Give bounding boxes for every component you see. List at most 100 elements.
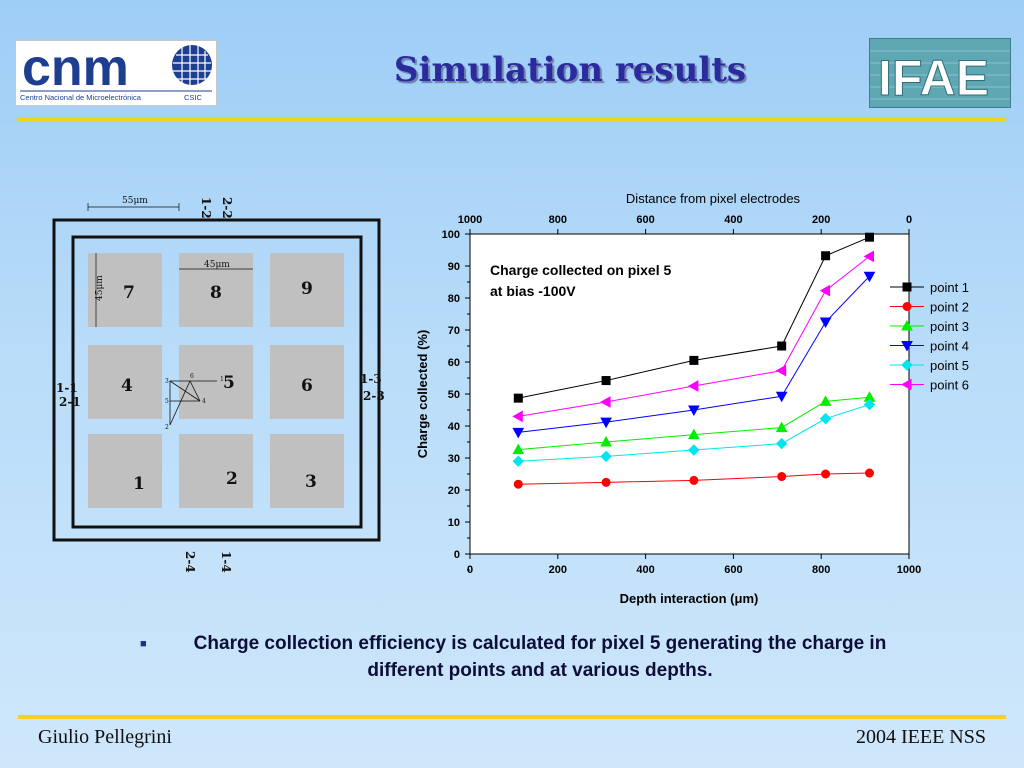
series-line: [518, 236, 870, 399]
legend-marker: [902, 302, 912, 311]
point-label: 2: [165, 424, 169, 431]
legend-entry: point 5: [890, 358, 969, 373]
data-point: [512, 427, 525, 439]
data-point: [688, 444, 700, 456]
data-point: [512, 410, 523, 423]
legend-entry: point 2: [890, 300, 969, 315]
y-tick-label: 60: [448, 357, 460, 369]
pixel-number: 9: [301, 279, 313, 299]
chart-annotation: Charge collected on pixel 5 at bias -100V: [490, 262, 671, 299]
top-tick-label: 200: [812, 214, 830, 226]
x-tick-label: 400: [636, 564, 654, 576]
data-point: [775, 421, 788, 433]
data-point: [513, 479, 523, 489]
y-tick-label: 40: [448, 421, 460, 433]
data-point: [688, 428, 700, 440]
pixel-6: [270, 345, 344, 419]
pixel-number: 3: [305, 472, 317, 492]
point-label: 6: [190, 373, 194, 380]
header-divider: [18, 117, 1006, 121]
data-point: [777, 341, 787, 351]
section-label: 1-2: [199, 197, 213, 219]
legend-label: point 2: [930, 300, 969, 315]
section-label: 1-4: [219, 551, 233, 573]
x-tick-label: 1000: [897, 564, 921, 576]
x-tick-label: 600: [724, 564, 742, 576]
cnm-csic: CSIC: [184, 93, 203, 102]
pixel-number: 5: [223, 373, 235, 393]
pixel-number: 6: [301, 376, 313, 396]
bullet-text: Charge collection efficiency is calculat…: [193, 633, 887, 681]
cnm-logo-wordmark: cnm: [22, 41, 129, 97]
pixel-4: [88, 345, 162, 419]
cnm-logo-graphic: cnm Centro Nacional de Microelectrónica …: [20, 39, 212, 102]
top-tick-label: 800: [549, 214, 567, 226]
data-point: [775, 437, 788, 450]
data-point: [689, 475, 699, 485]
section-label: 2-3: [363, 389, 385, 403]
data-point: [864, 232, 874, 242]
x-axis-label: Depth interaction (μm): [620, 591, 759, 606]
inner-frame: [71, 235, 363, 529]
pixel-2: [179, 434, 253, 508]
series-point-5: [512, 398, 876, 467]
point-label: 1: [220, 376, 224, 383]
y-tick-label: 0: [454, 549, 460, 561]
data-point: [863, 271, 876, 283]
y-tick-label: 80: [448, 293, 460, 305]
data-point: [512, 443, 525, 455]
series-line: [518, 275, 870, 433]
pixel-layout-diagram: 7 8 9 4 5 6 1 2 3 1 2 3 4 5 6 55μm 45μm …: [52, 196, 385, 573]
pixel-3: [270, 434, 344, 508]
series-point-4: [512, 271, 876, 439]
data-point: [512, 455, 524, 467]
section-label: 1-1: [56, 381, 78, 395]
ifae-logo-graphic: IFAE: [870, 50, 1010, 107]
data-point: [864, 468, 874, 478]
dimension-45-side-label: 45μm: [95, 275, 105, 301]
legend-marker: [902, 282, 912, 292]
legend-label: point 6: [930, 378, 969, 393]
simulation-points: [169, 380, 217, 426]
pixel-number: 4: [121, 376, 133, 396]
series-point-6: [512, 250, 874, 423]
data-point: [863, 250, 874, 263]
plot-area: [469, 233, 910, 555]
data-point: [819, 284, 831, 297]
pixel-8: [179, 253, 253, 327]
data-point: [775, 364, 787, 377]
legend-label: point 1: [930, 280, 969, 295]
y-axis-label: Charge collected (%): [415, 330, 430, 459]
legend-label: point 4: [930, 339, 969, 354]
y-tick-label: 30: [448, 453, 460, 465]
section-label: 2-4: [183, 551, 197, 573]
legend-entry: point 3: [890, 319, 969, 334]
section-label: 1-3: [360, 372, 382, 386]
data-point: [819, 317, 832, 329]
cnm-globe-icon: [172, 45, 212, 85]
dimension-55-label: 55μm: [122, 196, 148, 206]
x-tick-label: 0: [467, 564, 473, 576]
top-x-axis-label: Distance from pixel electrodes: [626, 191, 801, 206]
series-line: [518, 404, 870, 462]
data-point: [601, 376, 611, 386]
pixel-number: 2: [226, 469, 238, 489]
series-point-1: [513, 232, 874, 403]
cnm-logo: cnm Centro Nacional de Microelectrónica …: [15, 39, 217, 106]
x-tick-label: 200: [549, 564, 567, 576]
pixel-5: [179, 345, 253, 419]
dimension-55: [87, 203, 180, 211]
ifae-logo: IFAE: [869, 38, 1011, 108]
pixel-number: 1: [133, 474, 145, 494]
data-point: [775, 391, 788, 403]
data-point: [819, 395, 832, 406]
dimension-45-top-label: 45μm: [204, 260, 230, 270]
data-point: [821, 251, 831, 261]
legend-entry: point 6: [890, 378, 969, 393]
footer-conference: 2004 IEEE NSS: [856, 726, 986, 748]
data-point: [777, 472, 787, 482]
pixel-7: [88, 253, 162, 327]
point-label: 5: [165, 398, 169, 405]
legend-marker: [901, 359, 913, 371]
data-point: [600, 396, 611, 408]
